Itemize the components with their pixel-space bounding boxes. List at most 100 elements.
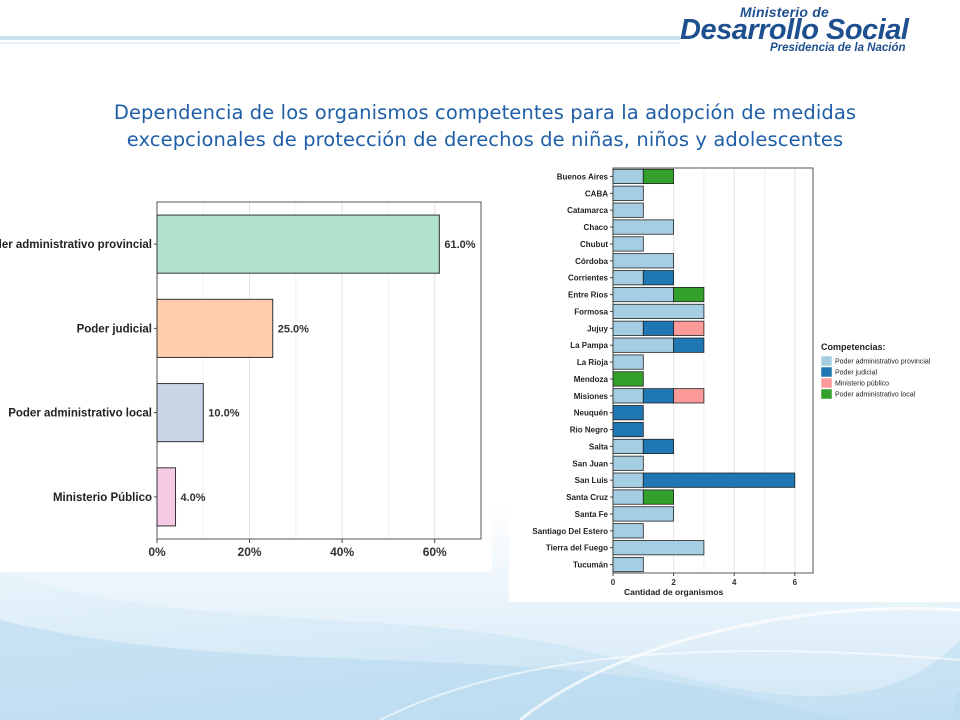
province-label: Entre Rios	[568, 291, 609, 300]
province-label: Córdoba	[575, 257, 608, 266]
stacked-bar-segment	[642, 438, 675, 455]
province-label: Catamarca	[567, 206, 608, 215]
province-label: Santa Cruz	[566, 493, 608, 502]
province-label: Buenos Aires	[557, 172, 609, 181]
bar-value-label: 25.0%	[278, 323, 309, 335]
bar-value-label: 61.0%	[444, 239, 475, 251]
stacked-bar-segment	[642, 489, 675, 505]
stacked-bar-segment	[612, 253, 675, 269]
stacked-bar-segment	[612, 286, 675, 303]
bar-value-label: 4.0%	[181, 492, 206, 504]
stacked-bar-segment	[612, 455, 644, 471]
province-label: Corrientes	[568, 274, 609, 283]
logo-line3: Presidencia de la Nación	[770, 42, 906, 54]
stacked-bar-segment	[612, 168, 644, 185]
stacked-bar-segment	[612, 236, 644, 252]
x-tick-label: 4	[732, 578, 737, 587]
slide-title: Dependencia de los organismos competente…	[90, 99, 880, 153]
ministerio-logo: Ministerio de Desarrollo Social Presiden…	[680, 4, 930, 54]
stacked-bar-segment	[612, 270, 644, 286]
stacked-bar-segment	[612, 354, 644, 370]
x-tick-label: 40%	[330, 545, 354, 559]
title-line1: Dependencia de los organismos competente…	[113, 101, 857, 124]
stacked-bar-segment	[642, 168, 675, 185]
stacked-bar-segment	[642, 472, 796, 488]
province-stacked-bar-chart: 0 2 4 6 Buenos Aires CABA Catamarca Chaco Chubut…	[532, 167, 931, 597]
province-label: Rio Negro	[570, 426, 608, 435]
province-label: Misiones	[574, 392, 609, 401]
stacked-bar-segment	[612, 421, 644, 438]
stacked-bar-segment	[612, 337, 675, 353]
province-label: Jujuy	[587, 324, 608, 333]
stacked-bar-segment	[612, 185, 644, 201]
bar-value-label: 10.0%	[208, 408, 239, 420]
stacked-bar-segment	[673, 286, 705, 303]
stacked-bar-segment	[612, 489, 644, 505]
title-line2: excepcionales de protección de derechos …	[126, 128, 844, 151]
province-label: Salta	[589, 442, 609, 451]
plot-frame	[612, 167, 814, 574]
bar	[156, 214, 440, 274]
stacked-bar-segment	[642, 320, 675, 336]
category-label: Poder judicial	[77, 323, 152, 335]
legend-swatch	[820, 355, 833, 367]
logo-line2: Desarrollo Social	[680, 14, 909, 46]
stacked-bar-segment	[642, 388, 675, 404]
x-tick-label: 6	[793, 578, 798, 587]
province-label: San Luis	[575, 476, 609, 485]
stacked-bar-segment	[612, 388, 644, 404]
x-tick-label: 60%	[423, 545, 447, 559]
x-axis-title: Cantidad de organismos	[624, 587, 723, 597]
stacked-bar-segment	[673, 388, 705, 404]
province-label: Neuquén	[574, 409, 608, 418]
logo-line1: Ministerio de	[740, 4, 829, 20]
province-label: Chaco	[584, 223, 609, 232]
x-tick-label: 0	[611, 578, 616, 587]
bar	[156, 298, 274, 358]
x-tick-label: 20%	[238, 545, 262, 559]
stacked-bar-segment	[673, 320, 705, 336]
legend-title: Competencias:	[821, 342, 886, 352]
province-label: Santa Fe	[575, 510, 609, 519]
province-label: San Juan	[572, 459, 608, 468]
legend-swatch	[820, 388, 833, 400]
stacked-bar-segment	[612, 472, 644, 488]
stacked-bar-segment	[612, 303, 705, 320]
legend-label: Poder administrativo local	[835, 392, 916, 399]
stacked-bar-segment	[612, 540, 705, 556]
province-label: Santiago Del Estero	[532, 527, 608, 536]
legend-label: Poder judicial	[835, 370, 877, 377]
province-label: La Rioja	[577, 358, 609, 367]
stacked-bar-segment	[612, 506, 675, 522]
stacked-bar-segment	[642, 270, 675, 286]
legend-swatch	[820, 366, 833, 378]
header-band	[0, 36, 680, 44]
stacked-bar-segment	[673, 337, 705, 353]
province-label: Chubut	[580, 240, 608, 249]
stacked-bar-segment	[612, 556, 644, 573]
stacked-bar-segment	[612, 405, 644, 421]
stacked-bar-segment	[612, 202, 644, 218]
x-tick-label: 2	[671, 578, 676, 587]
province-label: Tucumán	[573, 561, 608, 570]
stacked-bar-segment	[612, 371, 644, 387]
plot-area	[613, 168, 813, 573]
percentage-bar-chart-panel: 0% 20% 40% 60% 61.0% Poder administrativo pro…	[0, 195, 492, 572]
legend-swatch	[820, 377, 833, 389]
stacked-bar-segment	[612, 438, 644, 455]
province-label: Mendoza	[574, 375, 609, 384]
percentage-bar-chart: 0% 20% 40% 60% 61.0% Poder administrativo pro…	[0, 201, 482, 559]
province-label: CABA	[585, 189, 608, 198]
bar	[156, 383, 204, 443]
category-label: Poder administrativo provincial	[0, 239, 152, 251]
x-tick-label: 0%	[148, 545, 166, 559]
bar	[156, 467, 177, 527]
category-label: Ministerio Público	[53, 492, 152, 504]
province-label: Formosa	[574, 307, 608, 316]
stacked-bar-segment	[612, 219, 675, 235]
plot-frame	[156, 201, 482, 540]
stacked-bar-segment	[612, 523, 644, 539]
stacked-bar-segment	[612, 320, 644, 336]
legend-label: Poder administrativo provincial	[835, 359, 931, 366]
province-label: Tierra del Fuego	[546, 544, 608, 553]
